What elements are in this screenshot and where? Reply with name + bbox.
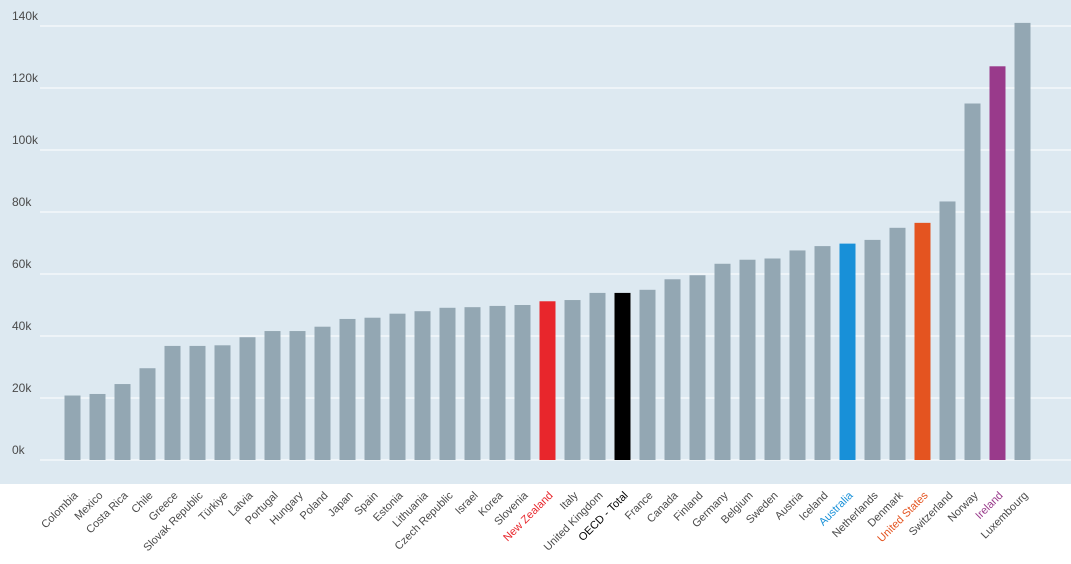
bar: [864, 239, 881, 460]
bar: [489, 305, 506, 460]
x-tick-label: Colombia: [39, 489, 81, 531]
bar: [739, 259, 756, 460]
bar: [964, 103, 981, 460]
bar: [439, 307, 456, 460]
y-tick-label: 100k: [12, 133, 39, 147]
bar: [314, 326, 331, 460]
y-tick-label: 60k: [12, 257, 32, 271]
bar: [189, 345, 206, 460]
plot-background: [0, 0, 1071, 484]
bar: [114, 384, 131, 460]
bar: [464, 307, 481, 460]
y-tick-label: 120k: [12, 71, 39, 85]
bar: [689, 275, 706, 460]
y-tick-label: 80k: [12, 195, 32, 209]
bar: [589, 292, 606, 460]
bar: [89, 393, 106, 460]
bar: [889, 227, 906, 460]
bar: [514, 305, 531, 460]
x-tick-label: Israel: [453, 490, 481, 518]
y-tick-label: 20k: [12, 381, 32, 395]
y-tick-label: 0k: [12, 443, 26, 457]
bar: [239, 337, 256, 460]
x-tick-label: Poland: [298, 490, 331, 523]
bar: [264, 331, 281, 460]
bar: [764, 258, 781, 460]
bar: [389, 313, 406, 460]
y-tick-label: 140k: [12, 9, 39, 23]
bar: [164, 345, 181, 460]
bar: [339, 318, 356, 460]
bar: [664, 279, 681, 460]
bar: [289, 331, 306, 460]
bar: [714, 263, 731, 460]
bar: [364, 317, 381, 460]
bar: [639, 289, 656, 460]
bar: [1014, 22, 1031, 461]
y-tick-label: 40k: [12, 319, 32, 333]
bar: [539, 301, 556, 460]
bar: [814, 246, 831, 460]
bar: [64, 395, 81, 460]
bar: [214, 345, 231, 460]
bar: [414, 311, 431, 460]
bar: [839, 243, 856, 460]
bar: [939, 201, 956, 460]
bar: [564, 300, 581, 460]
bar: [614, 292, 631, 460]
x-tick-label: Japan: [326, 490, 356, 520]
bar: [139, 368, 156, 460]
bar: [989, 66, 1006, 461]
bar: [789, 250, 806, 460]
bar: [914, 222, 931, 460]
